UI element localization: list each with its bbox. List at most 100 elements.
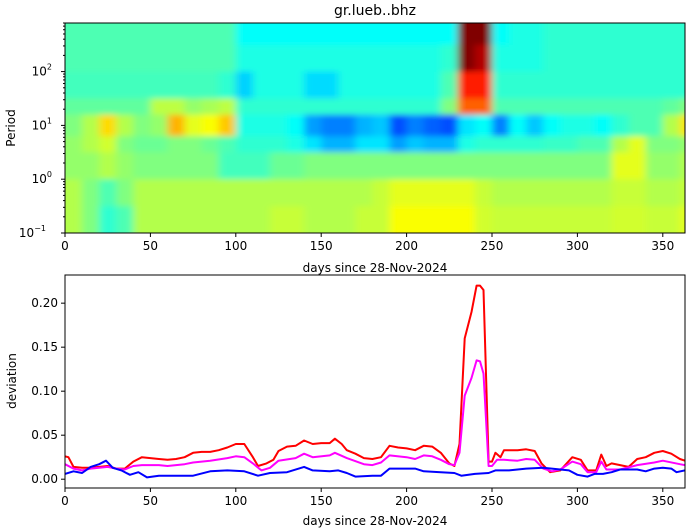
heatmap-axes: 0 50 100 150 200 250 300 350 10−1 100 101 102 [19,22,674,253]
line-frame [64,274,686,489]
y-tick-label: 0.15 [31,340,58,354]
heatmap-cell [235,44,254,73]
heatmap-cell [82,98,100,116]
heatmap-cell [509,206,527,233]
heatmap-cell [543,98,561,116]
heatmap-cell [526,179,544,207]
heatmap-cell [594,114,613,137]
heatmap-cell [99,44,117,73]
heatmap-cell [662,179,681,207]
heatmap-cell [116,44,134,73]
heatmap-cell [82,179,100,207]
heatmap-cell [594,179,613,207]
heatmap-cell [150,114,168,137]
heatmap-cell [628,23,647,46]
heatmap-cell [440,114,459,137]
heatmap-cell [423,44,442,73]
heatmap-cell [287,152,305,180]
heatmap-cell [321,23,339,46]
heatmap-cell [509,114,527,137]
heatmap-cell [543,44,561,73]
heatmap-cell [116,179,134,207]
heatmap-cell [628,71,647,99]
heatmap-cell [645,136,664,153]
heatmap-cell [423,23,442,46]
heatmap-cell [474,136,493,153]
heatmap-cell [457,98,476,116]
heatmap-cell [338,152,356,180]
heatmap-cell [474,44,493,73]
heatmap-cell [65,114,83,137]
heatmap-cell [252,114,271,137]
heatmap-cell [235,136,254,153]
heatmap-cell [218,136,237,153]
heatmap-cell [594,206,613,233]
heatmap-cell [184,179,203,207]
y-tick-label: 10−1 [19,224,46,240]
heatmap-cell [201,152,220,180]
heatmap-cell [474,23,493,46]
heatmap-cell [150,44,168,73]
heatmap-cell [577,98,595,116]
heatmap-cell [406,136,425,153]
heatmap-cell [645,98,664,116]
heatmap-cell [65,71,83,99]
heatmap-cell [201,44,220,73]
heatmap-cell [560,71,578,99]
y-tick-label: 0.20 [31,296,58,310]
heatmap-cell [372,206,391,233]
heatmap-cell [628,44,647,73]
heatmap-cell [389,23,408,46]
heatmap-cell [389,206,408,233]
heatmap-cell [252,71,271,99]
heatmap-cell [628,98,647,116]
heatmap-cell [457,136,476,153]
heatmap-cell [287,71,305,99]
y-tick-label: 102 [32,63,52,79]
x-tick-label: 50 [143,494,158,508]
heatmap-cell [474,152,493,180]
heatmap-cell [457,179,476,207]
heatmap-cell [304,23,322,46]
heatmap-cell [167,114,186,137]
heatmap-cell [321,179,339,207]
heatmap-cell [269,152,288,180]
heatmap-cell [560,206,578,233]
heatmap-cell [662,206,681,233]
heatmap-cell [543,179,561,207]
heatmap-cell [287,23,305,46]
heatmap-cell [474,98,493,116]
heatmap-cell [269,23,288,46]
heatmap-cell [423,179,442,207]
heatmap-cell [509,98,527,116]
heatmap-cell [457,44,476,73]
heatmap-cell [594,71,613,99]
heatmap-cell [321,98,339,116]
heatmap-cell [543,152,561,180]
x-tick-label: 100 [224,239,247,253]
heatmap-cell [338,114,356,137]
x-tick-label: 250 [481,494,504,508]
heatmap-cell [287,44,305,73]
heatmap-cell [321,206,339,233]
heatmap-cell [543,206,561,233]
heatmap-cell [594,98,613,116]
line-axes: 0 50 100 150 200 250 300 350 0.00 0.05 0.10 0.15 0.2… [31,296,674,508]
x-tick-label: 0 [61,494,69,508]
heatmap-cell [201,114,220,137]
heatmap-cell [252,206,271,233]
heatmap-cell [184,98,203,116]
heatmap-cell [116,114,134,137]
heatmap-cell [150,71,168,99]
heatmap-cell [304,136,322,153]
heatmap-cell [338,71,356,99]
heatmap-cell [645,114,664,137]
heatmap-cell [201,98,220,116]
heatmap-cell [304,71,322,99]
heatmap-cell [372,136,391,153]
heatmap-cell [645,179,664,207]
heatmap-cell [543,136,561,153]
heatmap-cell [235,71,254,99]
heatmap-cell [491,179,510,207]
heatmap-cell [645,71,664,99]
